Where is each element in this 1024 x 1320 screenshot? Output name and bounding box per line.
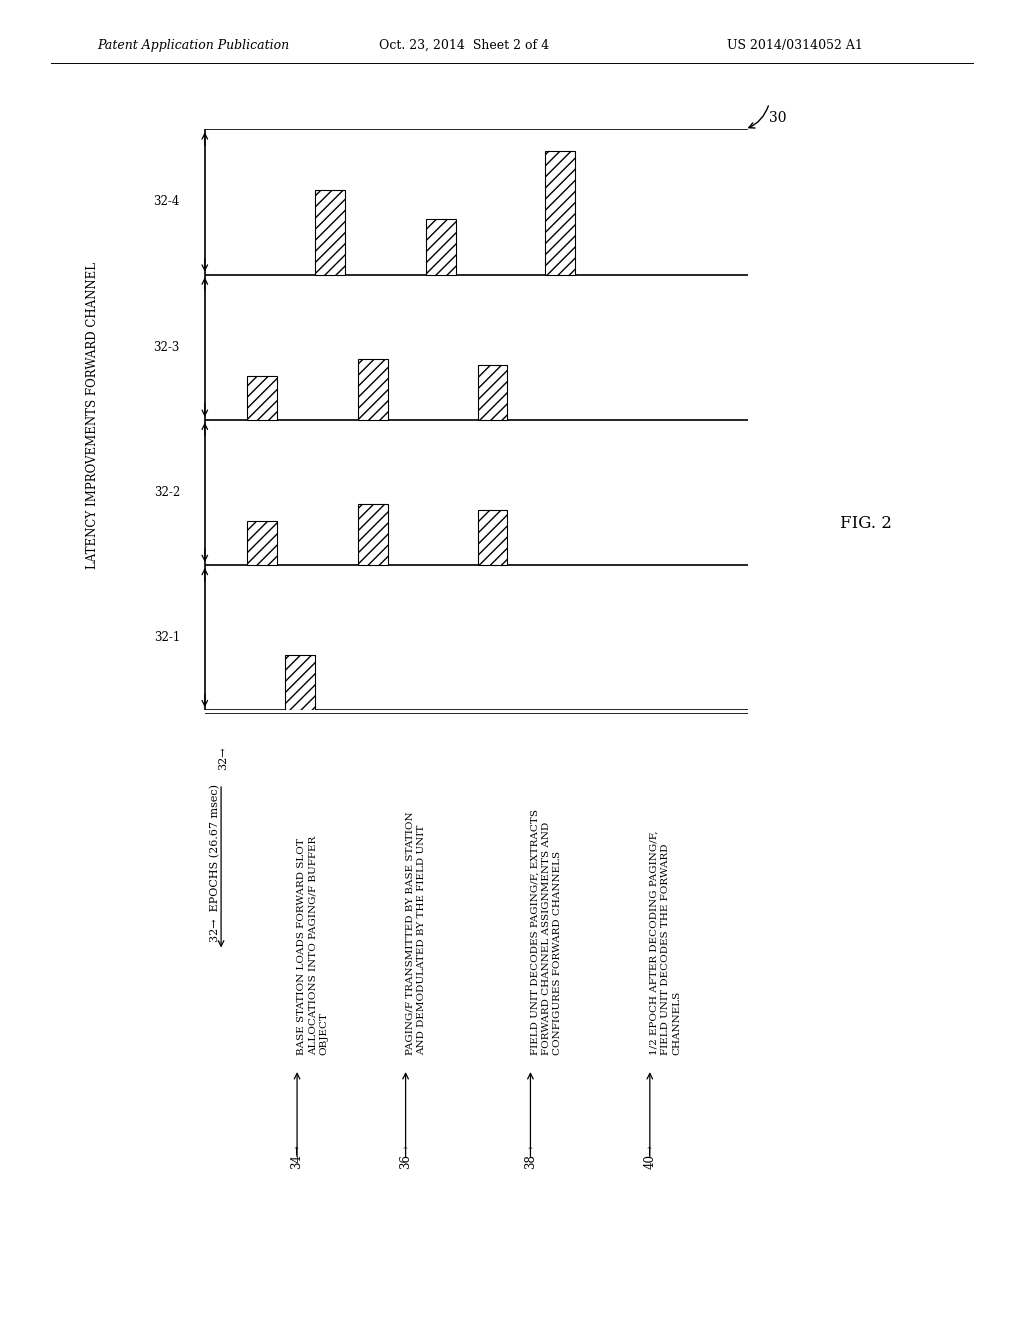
Text: 32-1: 32-1	[154, 631, 180, 644]
Bar	[285, 655, 314, 710]
Bar	[477, 364, 507, 420]
Text: 38→: 38→	[524, 1144, 537, 1170]
Bar	[477, 510, 507, 565]
Text: 32-4: 32-4	[154, 195, 180, 209]
Text: FIG. 2: FIG. 2	[840, 515, 892, 532]
Text: Oct. 23, 2014  Sheet 2 of 4: Oct. 23, 2014 Sheet 2 of 4	[379, 38, 549, 51]
Text: FIELD UNIT DECODES PAGING/F, EXTRACTS
FORWARD CHANNEL ASSIGNMENTS AND
CONFIGURES: FIELD UNIT DECODES PAGING/F, EXTRACTS FO…	[530, 809, 561, 1055]
Text: 32→: 32→	[218, 746, 228, 770]
Text: Patent Application Publication: Patent Application Publication	[97, 38, 290, 51]
Text: US 2014/0314052 A1: US 2014/0314052 A1	[727, 38, 863, 51]
Text: 30: 30	[769, 111, 786, 125]
Bar	[546, 150, 575, 275]
Text: PAGING/F TRANSMITTED BY BASE STATION
AND DEMODULATED BY THE FIELD UNIT: PAGING/F TRANSMITTED BY BASE STATION AND…	[406, 812, 426, 1055]
Text: 34→: 34→	[291, 1144, 303, 1170]
Text: BASE STATION LOADS FORWARD SLOT
ALLOCATIONS INTO PAGING/F BUFFER
OBJECT: BASE STATION LOADS FORWARD SLOT ALLOCATI…	[297, 836, 329, 1055]
Text: LATENCY IMPROVEMENTS FORWARD CHANNEL: LATENCY IMPROVEMENTS FORWARD CHANNEL	[86, 263, 98, 569]
Text: 36→: 36→	[399, 1144, 412, 1170]
Text: 32→  EPOCHS (26.67 msec): 32→ EPOCHS (26.67 msec)	[210, 784, 220, 942]
Text: 32-2: 32-2	[154, 486, 180, 499]
Bar	[358, 359, 388, 420]
Text: 40→: 40→	[643, 1144, 656, 1170]
Bar	[247, 376, 276, 420]
Bar	[358, 504, 388, 565]
Bar	[426, 219, 456, 275]
Text: 32-3: 32-3	[154, 341, 180, 354]
Bar	[247, 521, 276, 565]
Bar	[314, 190, 344, 275]
Text: 1/2 EPOCH AFTER DECODING PAGING/F,
FIELD UNIT DECODES THE FORWARD
CHANNELS: 1/2 EPOCH AFTER DECODING PAGING/F, FIELD…	[650, 830, 681, 1055]
